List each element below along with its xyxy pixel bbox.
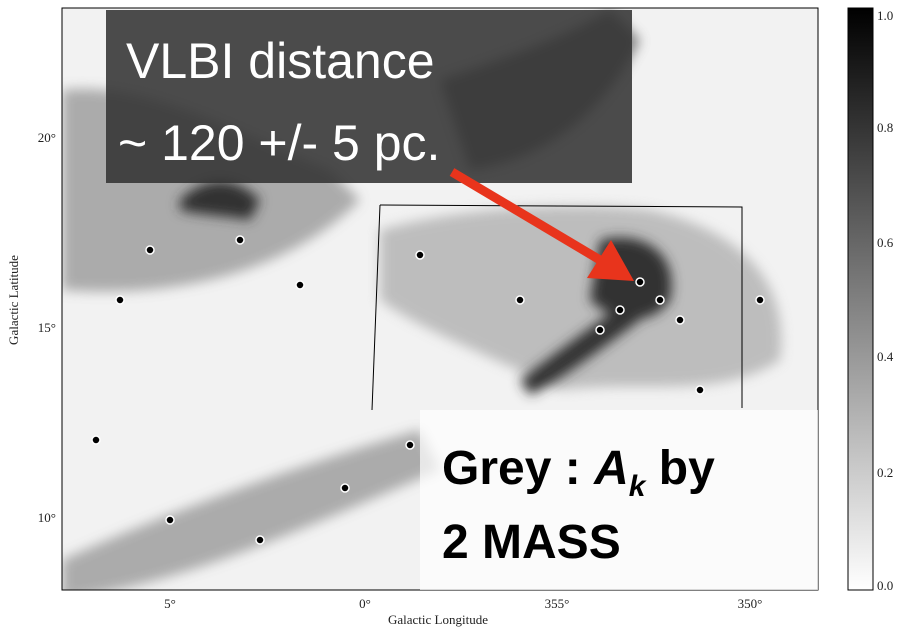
grey-subscript: k (629, 470, 647, 503)
x-tick-label: 355° (545, 596, 570, 611)
x-tick-label: 0° (359, 596, 371, 611)
y-axis-label: Galactic Latitude (6, 255, 21, 345)
grey-line2: 2 MASS (442, 516, 621, 569)
colorbar-tick-label: 1.0 (877, 8, 893, 23)
x-tick-label: 350° (738, 596, 763, 611)
grey-symbol: A (593, 442, 629, 495)
colorbar-tick-label: 0.2 (877, 465, 893, 480)
vlbi-line2: ~ 120 +/- 5 pc. (118, 115, 440, 171)
y-tick-label: 10° (38, 510, 56, 525)
grey-prefix: Grey : (442, 442, 594, 495)
y-tick-label: 15° (38, 320, 56, 335)
colorbar-tick-label: 0.4 (877, 349, 894, 364)
vlbi-line1: VLBI distance (126, 33, 435, 89)
colorbar (848, 8, 873, 590)
x-axis-label: Galactic Longitude (388, 612, 488, 627)
x-tick-label: 5° (164, 596, 176, 611)
page: {"x_axis": {"label": "Galactic Longitude… (0, 0, 910, 630)
y-tick-label: 20° (38, 130, 56, 145)
grey-suffix: by (645, 442, 715, 495)
figure: VLBI distance ~ 120 +/- 5 pc. Grey : Ak … (0, 0, 910, 630)
grey-line1: Grey : Ak by (442, 442, 715, 503)
colorbar-tick-label: 0.8 (877, 120, 893, 135)
colorbar-tick-label: 0.6 (877, 235, 894, 250)
colorbar-tick-label: 0.0 (877, 578, 893, 593)
